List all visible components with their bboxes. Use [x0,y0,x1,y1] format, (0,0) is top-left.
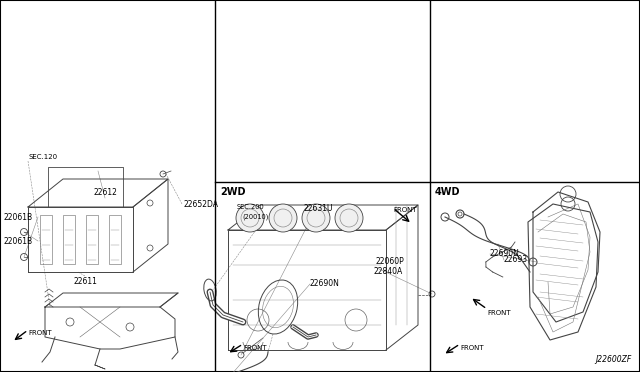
Circle shape [269,204,297,232]
Bar [40,215,52,264]
Text: SEC.120: SEC.120 [28,154,57,160]
Circle shape [335,204,363,232]
Text: 22690N: 22690N [310,279,340,289]
Text: 22061B: 22061B [3,237,32,246]
Text: FRONT: FRONT [28,330,52,336]
Text: SEC.200: SEC.200 [237,204,265,210]
Text: FRONT: FRONT [460,345,484,351]
Text: FRONT: FRONT [393,207,417,213]
Circle shape [302,204,330,232]
Text: 22060P: 22060P [376,257,404,266]
Bar [86,215,98,264]
Text: 22840A: 22840A [374,267,403,276]
Text: 22061B: 22061B [3,212,32,221]
Circle shape [236,204,264,232]
Text: J22600ZF: J22600ZF [596,355,632,364]
Text: FRONT: FRONT [243,345,267,351]
Text: 22652DA: 22652DA [183,199,218,208]
Bar [63,215,75,264]
Text: 22631U: 22631U [303,204,333,213]
Text: (20010): (20010) [242,214,268,220]
Text: 22690N: 22690N [490,250,520,259]
Text: 22611: 22611 [73,277,97,286]
Text: 2WD: 2WD [220,187,246,197]
Text: 4WD: 4WD [435,187,461,197]
Bar [109,215,121,264]
Text: 22693: 22693 [504,256,528,264]
Text: 22612: 22612 [93,188,117,197]
Text: FRONT: FRONT [487,310,511,316]
